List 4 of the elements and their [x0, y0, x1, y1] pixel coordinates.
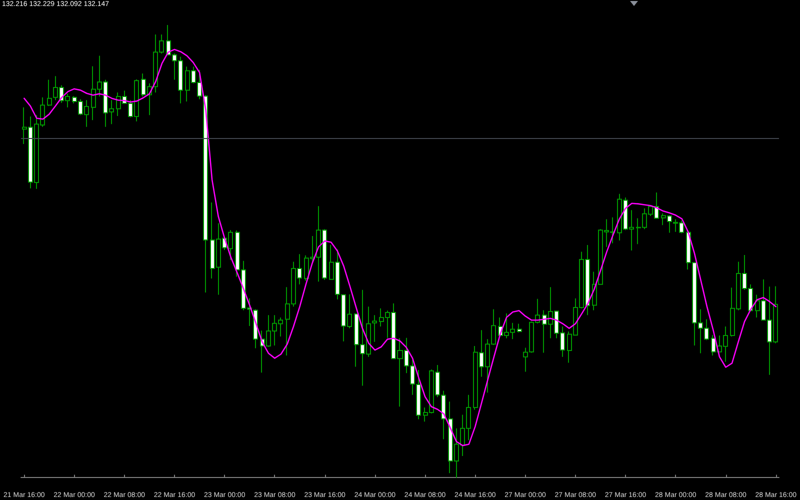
candlestick	[203, 94, 208, 294]
candlestick	[47, 79, 52, 107]
candlestick	[372, 314, 377, 342]
candlestick	[517, 323, 522, 333]
